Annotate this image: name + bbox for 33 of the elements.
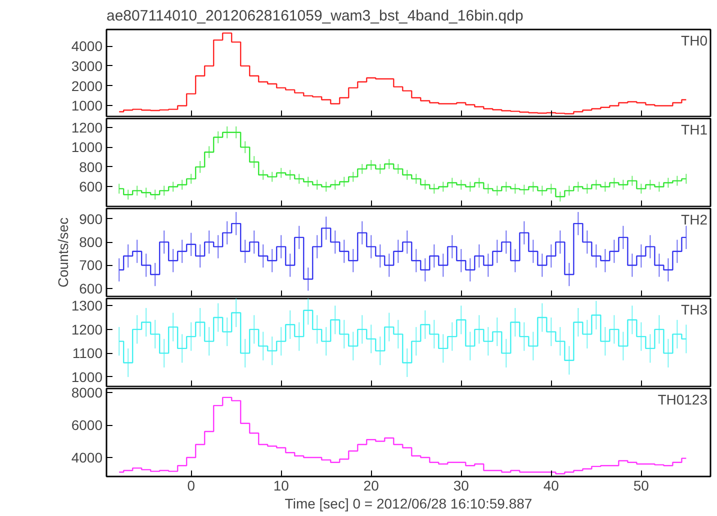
x-axis-title: Time [sec] 0 = 2012/06/28 16:10:59.887 xyxy=(284,496,532,512)
y-tick-label: 8000 xyxy=(71,384,103,401)
text: TH0 xyxy=(681,32,708,48)
y-tick-label: 800 xyxy=(79,234,103,250)
x-tick-label: 50 xyxy=(633,478,650,494)
y-tick-label: 900 xyxy=(79,210,103,227)
text: TH1 xyxy=(681,122,708,138)
y-tick-label: 600 xyxy=(79,178,103,195)
y-tick-label: 700 xyxy=(79,257,103,274)
y-tick-label: 2000 xyxy=(71,78,103,94)
y-tick-label: 1200 xyxy=(71,321,103,338)
y-tick-label: 3000 xyxy=(71,58,103,74)
y-tick-label: 1000 xyxy=(71,139,103,156)
series-label: TH2 xyxy=(681,212,708,228)
chart-title: ae807114010_20120628161059_wam3_bst_4band_16bin.qdp xyxy=(106,8,524,24)
x-tick-label: 0 xyxy=(187,478,196,494)
y-tick-label: 1100 xyxy=(72,345,103,362)
x-tick-label: 40 xyxy=(543,478,560,494)
y-tick-label: 600 xyxy=(79,280,103,296)
y-axis-title: Counts/sec xyxy=(55,217,72,288)
y-tick-label: 1300 xyxy=(71,298,103,314)
y-tick-label: 4000 xyxy=(71,450,103,466)
y-tick-label: 1000 xyxy=(71,368,103,385)
x-tick-label: 20 xyxy=(363,478,380,494)
y-tick-label: 1200 xyxy=(71,119,103,136)
y-tick-label: 6000 xyxy=(71,417,103,434)
text: TH0123 xyxy=(658,392,708,408)
y-tick-label: 1000 xyxy=(71,98,103,114)
x-tick-label: 30 xyxy=(453,478,470,494)
y-tick-label: 4000 xyxy=(71,38,103,54)
series-label: TH3 xyxy=(681,302,708,318)
y-tick-label: 800 xyxy=(79,158,103,175)
x-tick-label: 10 xyxy=(273,478,290,494)
